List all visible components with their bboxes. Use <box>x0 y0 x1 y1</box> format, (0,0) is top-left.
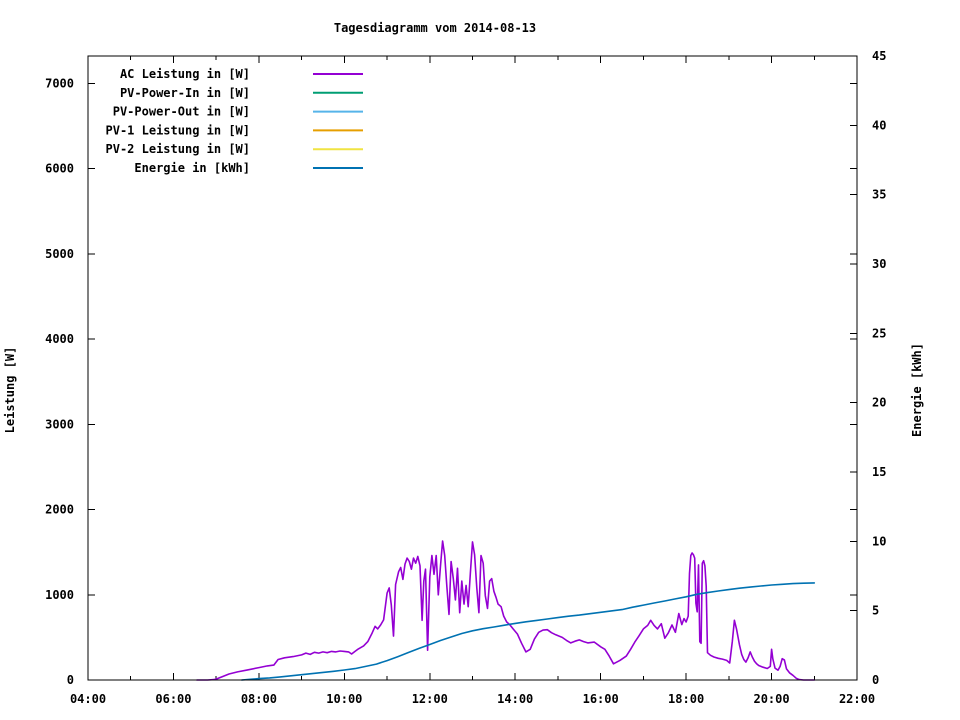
legend-label-pv-power-out: PV-Power-Out in [W] <box>113 105 250 119</box>
legend-label-pv-1-leistung: PV-1 Leistung in [W] <box>106 123 251 137</box>
x-tick-label: 06:00 <box>155 692 191 706</box>
data-series <box>196 540 816 681</box>
x-tick-label: 16:00 <box>583 692 619 706</box>
y2-axis-title: Energie [kWh] <box>910 343 924 437</box>
y2-tick-label: 20 <box>872 396 886 410</box>
y-tick-label: 5000 <box>45 247 74 261</box>
y2-tick-label: 5 <box>872 604 879 618</box>
axis-tick-labels: 04:00 06:00 08:00 10:00 12:00 14:00 16:00 18:00… <box>45 49 886 706</box>
x-tick-label: 08:00 <box>241 692 277 706</box>
y2-tick-label: 30 <box>872 257 886 271</box>
x-tick-label: 18:00 <box>668 692 704 706</box>
chart-title: Tagesdiagramm vom 2014-08-13 <box>334 21 536 35</box>
x-tick-label: 22:00 <box>839 692 875 706</box>
y2-tick-label: 45 <box>872 49 886 63</box>
y2-tick-label: 35 <box>872 188 886 202</box>
legend-label-ac-leistung: AC Leistung in [W] <box>120 67 250 81</box>
y2-tick-label: 25 <box>872 326 886 340</box>
x-tick-label: 14:00 <box>497 692 533 706</box>
legend: AC Leistung in [W] PV-Power-In in [W] PV-P… <box>106 67 363 175</box>
y2-tick-label: 15 <box>872 465 886 479</box>
y-tick-label: 7000 <box>45 76 74 90</box>
y-tick-label: 0 <box>67 673 74 687</box>
y2-tick-label: 10 <box>872 534 886 548</box>
y-tick-label: 6000 <box>45 162 74 176</box>
y2-tick-label: 40 <box>872 118 886 132</box>
y-tick-label: 4000 <box>45 332 74 346</box>
series-ac-leistung-line <box>196 540 816 681</box>
legend-label-pv-2-leistung: PV-2 Leistung in [W] <box>106 142 251 156</box>
x-tick-label: 10:00 <box>326 692 362 706</box>
x-tick-label: 04:00 <box>70 692 106 706</box>
plot-border <box>87 55 858 681</box>
legend-label-pv-power-in: PV-Power-In in [W] <box>120 86 250 100</box>
series-energie-line <box>241 582 816 681</box>
y2-tick-label: 0 <box>872 673 879 687</box>
y-tick-label: 1000 <box>45 588 74 602</box>
legend-label-energie: Energie in [kWh] <box>134 161 250 175</box>
x-tick-label: 12:00 <box>412 692 448 706</box>
y-tick-label: 3000 <box>45 417 74 431</box>
y-tick-label: 2000 <box>45 503 74 517</box>
y-axis-title: Leistung [W] <box>3 347 17 434</box>
x-tick-label: 20:00 <box>753 692 789 706</box>
